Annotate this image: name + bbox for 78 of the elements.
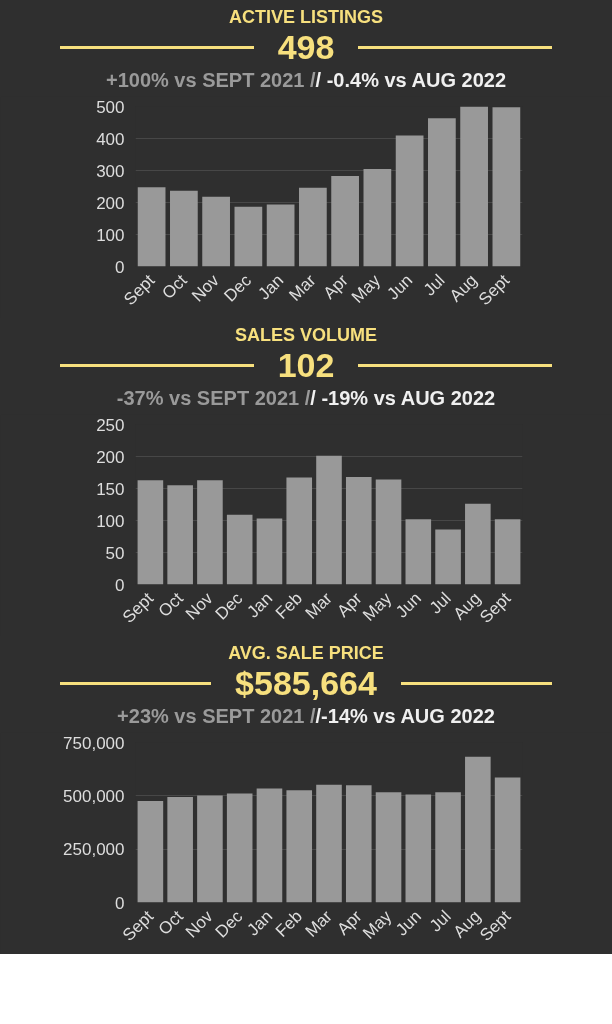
x-tick-label: Jan <box>254 270 288 304</box>
bar <box>197 480 223 585</box>
bar <box>137 187 166 267</box>
x-tick-label: Jul <box>419 270 449 300</box>
text: -37% vs SEPT 2021 / <box>116 387 311 409</box>
bar <box>167 485 193 585</box>
bar <box>345 476 372 585</box>
text: /-14% vs AUG 2022 <box>315 705 495 727</box>
y-tick-label: 500 <box>96 97 125 117</box>
x-tick-label: Jun <box>383 270 417 304</box>
bar <box>256 788 283 903</box>
bar <box>345 785 372 903</box>
bar <box>465 756 491 903</box>
bar <box>435 792 461 903</box>
bar <box>299 187 327 267</box>
chart-title: AVG. SALE PRICE <box>227 642 385 664</box>
y-tick-label: 0 <box>115 257 125 277</box>
y-tick-label: 50 <box>105 543 125 563</box>
bar <box>435 529 461 585</box>
text: / -19% vs AUG 2022 <box>310 387 496 409</box>
y-tick-label: 300 <box>96 161 125 181</box>
bar <box>256 518 283 585</box>
y-tick-label: 0 <box>115 893 125 913</box>
y-tick-label: 500,000 <box>63 786 125 806</box>
bar <box>405 794 432 903</box>
bar <box>494 519 521 585</box>
x-tick-label: Mar <box>285 270 320 305</box>
bar <box>202 196 230 267</box>
y-tick-label: 100 <box>96 511 125 531</box>
y-tick-label: 200 <box>96 447 125 467</box>
y-tick-label: 250 <box>96 415 125 435</box>
bar <box>316 784 342 903</box>
x-tick-label: Jun <box>392 906 426 940</box>
x-tick-label: Jun <box>392 588 426 622</box>
y-tick-label: 200 <box>96 193 125 213</box>
x-tick-label: Jul <box>425 588 455 618</box>
x-tick-label: Oct <box>158 270 191 303</box>
y-tick-label: 400 <box>96 129 125 149</box>
bar <box>492 107 521 267</box>
bar <box>331 175 359 267</box>
bar <box>494 777 521 903</box>
text: / -0.4% vs AUG 2022 <box>315 69 507 91</box>
bar <box>170 190 198 267</box>
text: +100% vs SEPT 2021 / <box>105 69 316 91</box>
bar <box>226 514 253 585</box>
bar <box>137 480 164 585</box>
chart-title: ACTIVE LISTINGS <box>228 6 384 28</box>
bar <box>266 204 295 267</box>
bar <box>167 797 193 903</box>
bar <box>375 792 402 903</box>
chart-subtitle: 102 <box>277 346 335 384</box>
bar <box>363 168 392 267</box>
bar <box>234 206 263 267</box>
bar <box>286 790 313 903</box>
bar <box>428 118 456 267</box>
bar <box>137 800 164 903</box>
x-tick-label: May <box>347 270 385 307</box>
chart-title: SALES VOLUME <box>234 324 378 346</box>
x-tick-label: Jul <box>425 906 455 936</box>
bar <box>460 106 488 267</box>
bar <box>465 503 491 585</box>
chart-subtitle: 498 <box>277 28 335 66</box>
y-tick-label: 750,000 <box>63 733 125 753</box>
y-tick-label: 250,000 <box>63 840 125 860</box>
bar <box>197 795 223 903</box>
bar <box>375 479 402 585</box>
bar <box>286 477 313 585</box>
text: +23% vs SEPT 2021 / <box>117 705 316 727</box>
x-tick-label: Dec <box>211 588 247 624</box>
bar <box>316 455 342 585</box>
bar <box>395 135 424 267</box>
chart-subtitle: $585,664 <box>235 664 377 702</box>
y-tick-label: 0 <box>115 575 125 595</box>
x-tick-label: Dec <box>211 906 247 942</box>
bar <box>405 519 432 585</box>
y-tick-label: 150 <box>96 479 125 499</box>
y-tick-label: 100 <box>96 225 125 245</box>
bar <box>226 793 253 903</box>
